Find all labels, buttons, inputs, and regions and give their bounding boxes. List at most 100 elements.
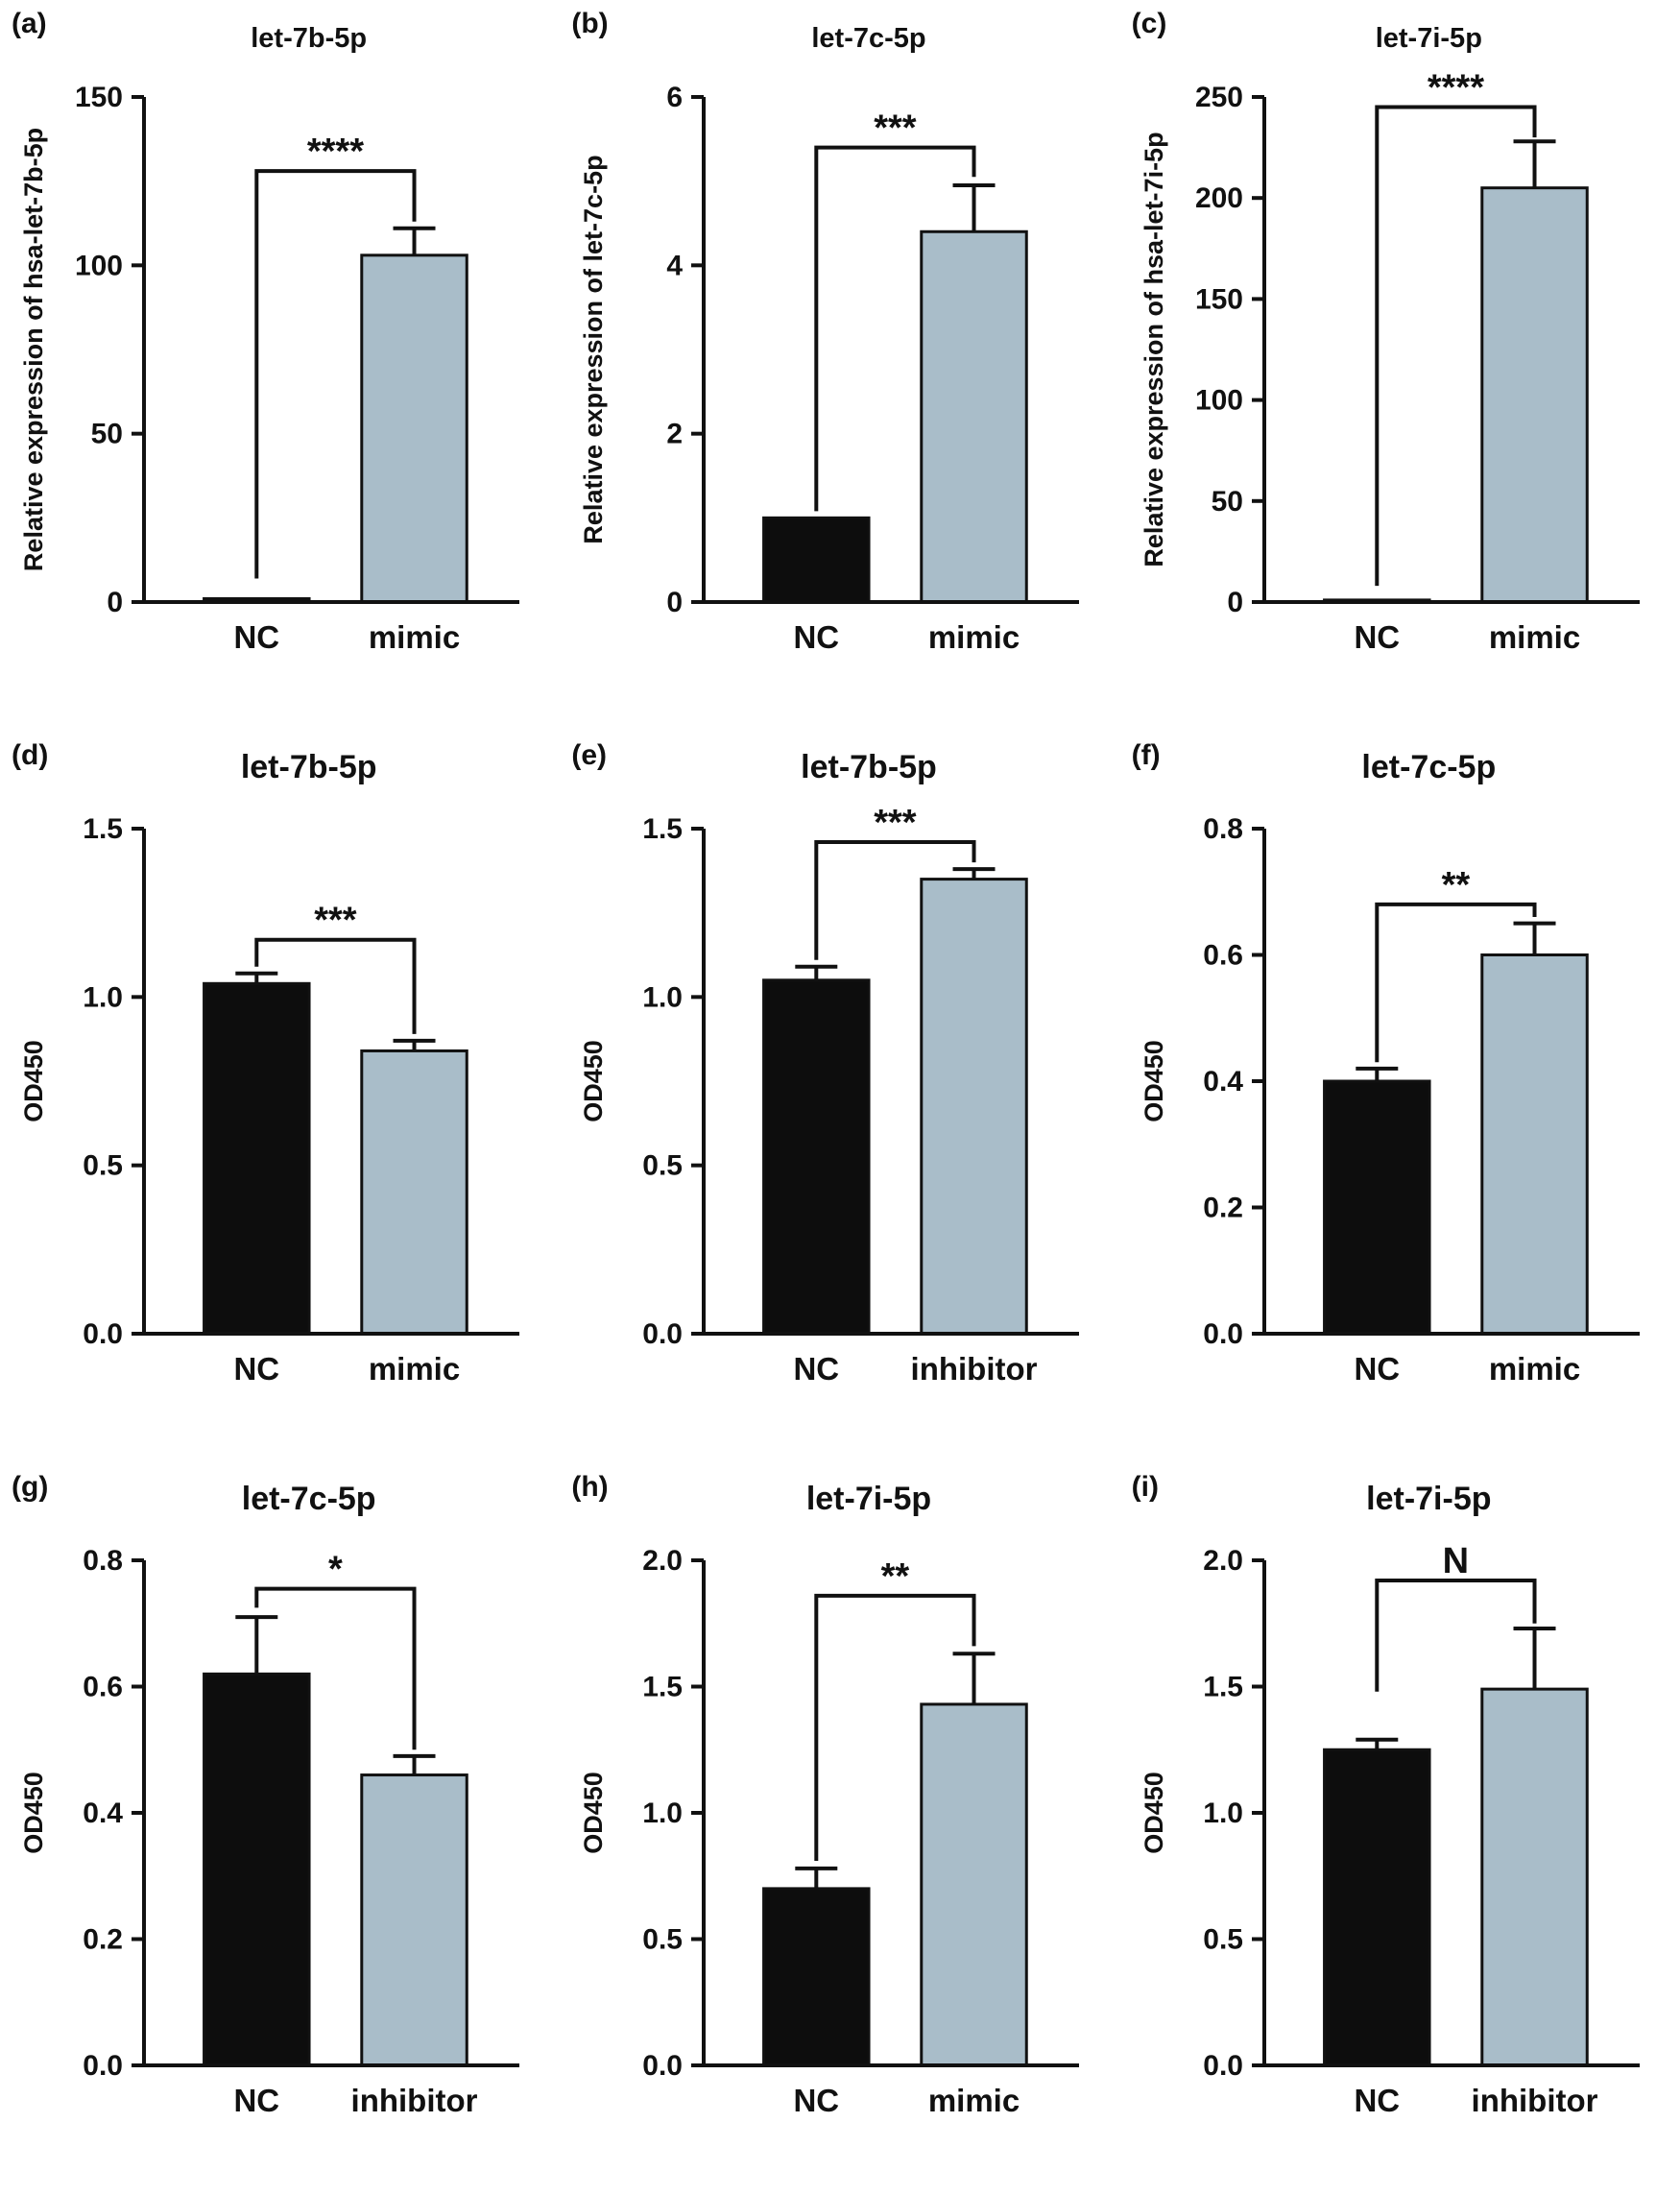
significance-bracket: [1375, 902, 1537, 1063]
significance-bracket: [814, 1593, 977, 1861]
y-tick-label: 0.5: [83, 1150, 123, 1182]
bar-chart: 0.0 0.5 1.0 1.5 *** NC mimic OD450: [19, 813, 520, 1387]
bar-chart: 0.0 0.5 1.0 1.5 2.0 N NC inhibitor OD450: [1140, 1541, 1640, 2118]
significance-label: ***: [875, 109, 918, 149]
category-label: NC: [794, 619, 840, 655]
significance-label: ***: [314, 901, 357, 941]
category-label: NC: [794, 1351, 840, 1387]
chart-title: let-7i-5p: [1375, 23, 1482, 54]
panel-c: (c) let-7i-5p 0 50 100 150 200 250 **** NC mimic…: [1120, 0, 1680, 732]
chart-title: let-7c-5p: [811, 23, 926, 54]
significance-label: **: [1441, 865, 1470, 905]
category-label: NC: [234, 1351, 280, 1387]
y-tick-label: 0.8: [83, 1545, 123, 1577]
y-axis-title: OD450: [579, 1772, 608, 1854]
category-label: mimic: [369, 619, 460, 655]
panel-letter: (d): [12, 739, 49, 771]
bar-NC: [1322, 1079, 1431, 1336]
y-tick-label: 2.0: [643, 1545, 684, 1577]
bar-mimic: [920, 1702, 1029, 2067]
category-label: mimic: [928, 2083, 1020, 2118]
bar-mimic: [360, 1049, 468, 1336]
bar-NC: [762, 978, 872, 1336]
bar-inhibitor: [360, 1773, 468, 2067]
bar-chart: 0.0 0.5 1.0 1.5 *** NC inhibitor OD450: [579, 803, 1080, 1387]
y-tick-label: 1.0: [1203, 1797, 1243, 1829]
y-tick-label: 0: [667, 587, 684, 618]
y-tick-label: 1.5: [643, 1672, 684, 1703]
category-label: mimic: [1489, 619, 1580, 655]
y-tick-label: 0.5: [643, 1924, 684, 1956]
panel-f: (f) let-7c-5p 0.0 0.2 0.4 0.6 0.8 ** NC mimic OD…: [1120, 732, 1680, 1463]
category-label: NC: [1354, 619, 1400, 655]
significance-bracket: [1375, 1579, 1537, 1692]
bar-NC: [1322, 1748, 1431, 2067]
panel-g: (g) let-7c-5p 0.0 0.2 0.4 0.6 0.8 * NC inhibito…: [0, 1463, 560, 2195]
bar-NC: [203, 1672, 311, 2067]
significance-label: *: [328, 1550, 343, 1590]
y-tick-label: 0: [107, 587, 123, 618]
significance-bracket: [254, 937, 417, 1034]
y-tick-label: 0.0: [83, 2050, 123, 2082]
significance-label: ****: [1428, 68, 1484, 109]
y-tick-label: 1.5: [1203, 1672, 1243, 1703]
category-label: inhibitor: [911, 1351, 1038, 1387]
y-axis-title: Relative expression of hsa-let-7i-5p: [1140, 132, 1168, 567]
y-tick-label: 0.8: [1203, 813, 1243, 845]
panel-a: (a) let-7b-5p 0 50 100 150 **** NC mimic Relati…: [0, 0, 560, 732]
y-tick-label: 250: [1195, 82, 1243, 113]
chart-title: let-7b-5p: [801, 749, 937, 785]
bar-NC: [762, 516, 872, 604]
panel-letter: (i): [1131, 1471, 1159, 1503]
chart-title: let-7b-5p: [240, 749, 377, 785]
bar-NC: [762, 1887, 872, 2067]
y-axis-title: OD450: [19, 1040, 48, 1122]
y-axis-title: OD450: [579, 1040, 608, 1122]
significance-label: **: [881, 1556, 910, 1597]
bar-chart: 0 2 4 6 *** NC mimic Relative expression of let…: [579, 82, 1080, 655]
panel-letter: (e): [571, 739, 607, 771]
category-label: NC: [234, 619, 280, 655]
y-axis-title: Relative expression of hsa-let-7b-5p: [19, 128, 48, 571]
chart-title: let-7c-5p: [241, 1481, 376, 1517]
category-label: NC: [1354, 2083, 1400, 2118]
y-tick-label: 0.0: [643, 1318, 684, 1350]
bar-inhibitor: [920, 878, 1029, 1336]
y-axis-title: Relative expression of let-7c-5p: [579, 155, 608, 543]
category-label: mimic: [1489, 1351, 1580, 1387]
y-tick-label: 2.0: [1203, 1545, 1243, 1577]
significance-label: ****: [307, 132, 364, 172]
bar-chart: 0 50 100 150 200 250 **** NC mimic Relative expre…: [1140, 68, 1640, 655]
significance-label: N: [1442, 1541, 1468, 1581]
category-label: inhibitor: [1471, 2083, 1597, 2118]
bar-chart: 0 50 100 150 **** NC mimic Relative expression …: [19, 82, 520, 655]
category-label: NC: [794, 2083, 840, 2118]
y-tick-label: 4: [667, 250, 684, 281]
y-tick-label: 1.0: [643, 981, 684, 1013]
bar-mimic: [1480, 953, 1589, 1336]
y-tick-label: 0.2: [83, 1924, 123, 1956]
y-tick-label: 0.5: [1203, 1924, 1243, 1956]
significance-bracket: [254, 169, 417, 579]
panel-h: (h) let-7i-5p 0.0 0.5 1.0 1.5 2.0 ** NC mimic OD…: [560, 1463, 1119, 2195]
y-axis-title: OD450: [19, 1772, 48, 1854]
y-tick-label: 1.0: [83, 981, 123, 1013]
y-tick-label: 150: [75, 82, 123, 113]
significance-bracket: [814, 145, 977, 512]
significance-bracket: [254, 1586, 417, 1750]
y-tick-label: 150: [1195, 283, 1243, 315]
y-tick-label: 2: [667, 419, 684, 450]
category-label: NC: [1354, 1351, 1400, 1387]
y-tick-label: 200: [1195, 182, 1243, 214]
bar-inhibitor: [1480, 1687, 1589, 2067]
chart-title: let-7c-5p: [1361, 749, 1497, 785]
y-axis-title: OD450: [1140, 1772, 1168, 1854]
category-label: NC: [234, 2083, 280, 2118]
y-tick-label: 100: [1195, 385, 1243, 417]
bar-mimic: [920, 229, 1029, 604]
panel-d: (d) let-7b-5p 0.0 0.5 1.0 1.5 *** NC mimic OD45…: [0, 732, 560, 1463]
y-tick-label: 0.6: [1203, 940, 1243, 972]
chart-title: let-7b-5p: [251, 23, 368, 54]
y-tick-label: 0.5: [643, 1150, 684, 1182]
